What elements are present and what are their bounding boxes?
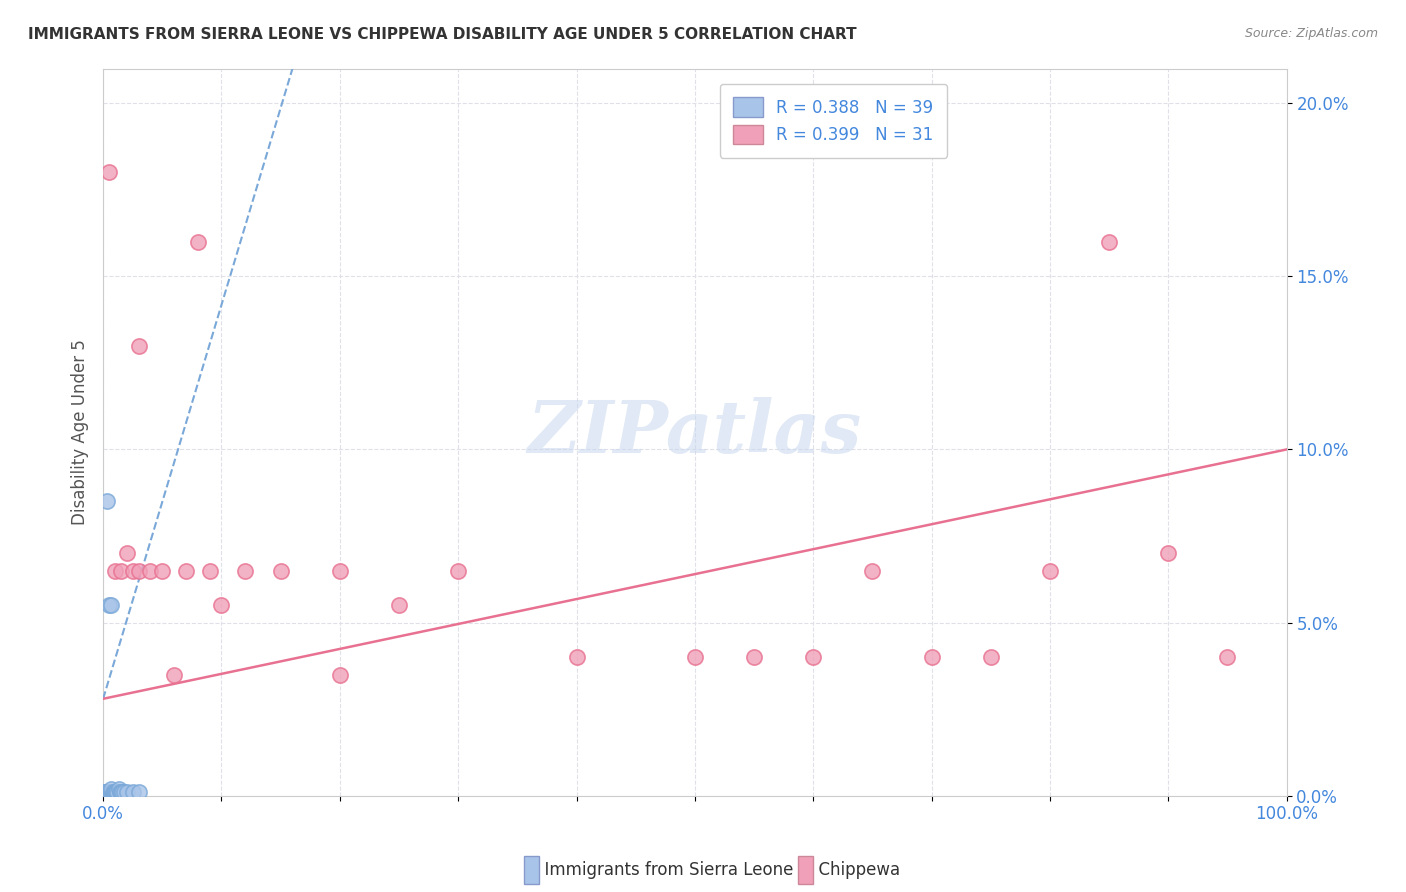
- Point: [93, 789, 115, 803]
- Point: [94, 789, 117, 803]
- Point: [1216, 650, 1239, 665]
- Point: [115, 546, 138, 560]
- Point: [98, 789, 121, 803]
- Point: [93, 785, 115, 799]
- Point: [1039, 564, 1062, 578]
- Point: [111, 785, 134, 799]
- Point: [103, 785, 125, 799]
- Point: [100, 785, 122, 799]
- Text: Chippewa: Chippewa: [808, 861, 901, 879]
- Point: [97, 789, 120, 803]
- Point: [683, 650, 706, 665]
- Point: [100, 781, 122, 796]
- Point: [104, 564, 127, 578]
- Point: [98, 785, 121, 799]
- Text: Immigrants from Sierra Leone: Immigrants from Sierra Leone: [534, 861, 793, 879]
- Point: [94, 789, 117, 803]
- Point: [100, 599, 122, 613]
- Point: [104, 785, 127, 799]
- Point: [150, 564, 173, 578]
- Point: [96, 789, 118, 803]
- Point: [110, 564, 132, 578]
- Point: [1098, 235, 1121, 249]
- Point: [100, 789, 122, 803]
- Text: ZIPatlas: ZIPatlas: [527, 397, 862, 467]
- Point: [96, 789, 118, 803]
- Point: [97, 785, 120, 799]
- Legend: R = 0.388   N = 39, R = 0.399   N = 31: R = 0.388 N = 39, R = 0.399 N = 31: [720, 84, 946, 158]
- Point: [121, 564, 143, 578]
- Point: [93, 789, 115, 803]
- Point: [128, 564, 150, 578]
- Point: [1157, 546, 1180, 560]
- Point: [103, 789, 125, 803]
- Point: [110, 785, 132, 799]
- Point: [101, 785, 124, 799]
- Point: [98, 165, 121, 179]
- Point: [98, 599, 121, 613]
- Point: [108, 785, 131, 799]
- Text: Source: ZipAtlas.com: Source: ZipAtlas.com: [1244, 27, 1378, 40]
- Point: [329, 564, 352, 578]
- Point: [174, 564, 197, 578]
- Point: [980, 650, 1002, 665]
- Point: [211, 599, 233, 613]
- Point: [105, 785, 128, 799]
- Point: [115, 785, 138, 799]
- Point: [101, 789, 124, 803]
- Point: [121, 785, 143, 799]
- Point: [163, 667, 186, 681]
- Text: IMMIGRANTS FROM SIERRA LEONE VS CHIPPEWA DISABILITY AGE UNDER 5 CORRELATION CHAR: IMMIGRANTS FROM SIERRA LEONE VS CHIPPEWA…: [28, 27, 856, 42]
- Point: [98, 789, 121, 803]
- Point: [107, 781, 129, 796]
- Point: [94, 785, 117, 799]
- Point: [128, 785, 150, 799]
- Point: [860, 564, 883, 578]
- Point: [187, 235, 209, 249]
- Point: [233, 564, 256, 578]
- Point: [96, 494, 118, 508]
- Point: [447, 564, 470, 578]
- Point: [921, 650, 943, 665]
- Point: [97, 785, 120, 799]
- Point: [388, 599, 411, 613]
- Point: [270, 564, 292, 578]
- Point: [565, 650, 588, 665]
- Point: [198, 564, 221, 578]
- Point: [96, 789, 118, 803]
- Point: [98, 789, 121, 803]
- Point: [742, 650, 765, 665]
- Point: [94, 789, 117, 803]
- Y-axis label: Disability Age Under 5: Disability Age Under 5: [72, 339, 89, 525]
- Point: [105, 785, 128, 799]
- Point: [801, 650, 824, 665]
- Point: [114, 785, 136, 799]
- Point: [128, 338, 150, 352]
- Point: [139, 564, 162, 578]
- Point: [329, 667, 352, 681]
- Point: [98, 785, 121, 799]
